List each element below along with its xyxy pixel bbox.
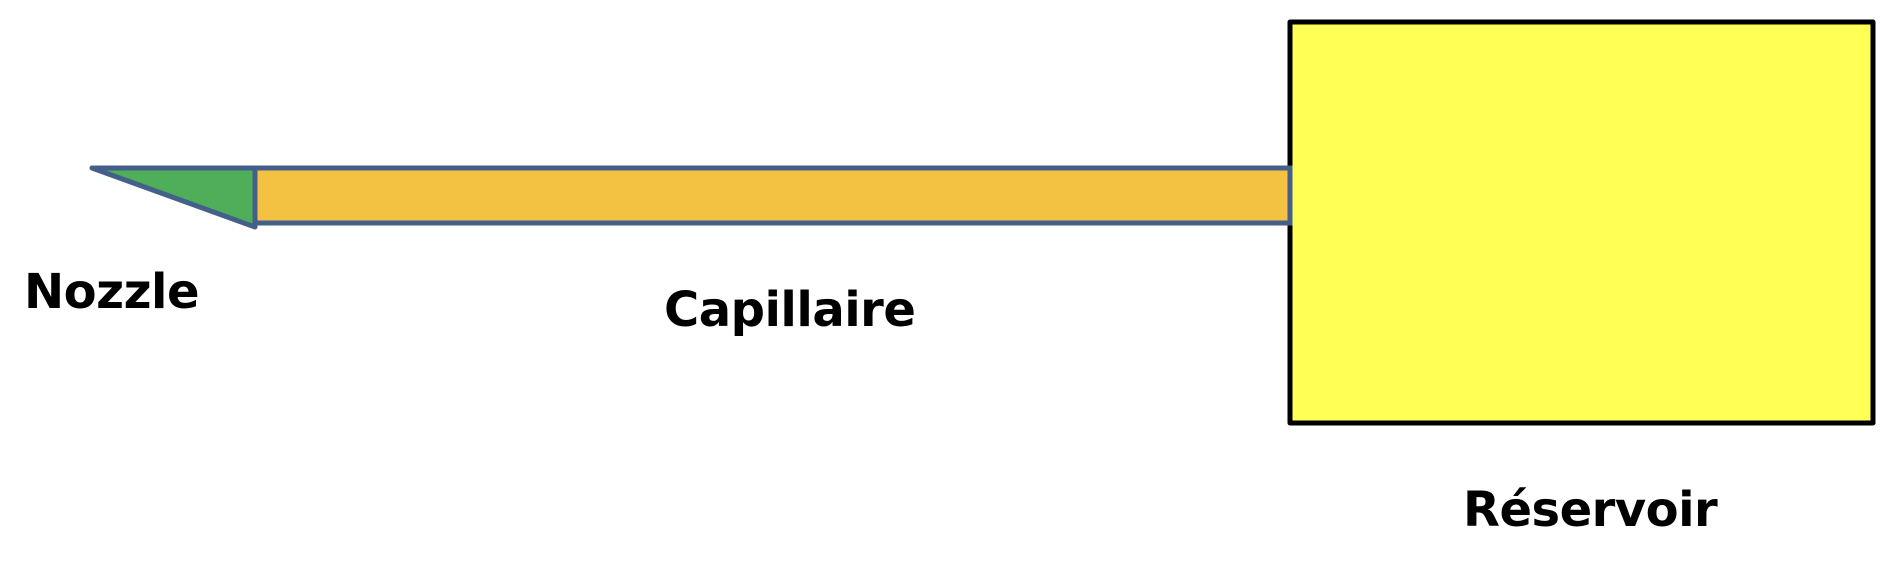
reservoir-label: Réservoir [1463,482,1718,538]
nozzle-tip [89,165,258,230]
capillaire-label: Capillaire [664,282,916,338]
reservoir-box [1287,19,1876,426]
capillaire-tube [252,165,1293,226]
nozzle-label: Nozzle [24,264,200,320]
